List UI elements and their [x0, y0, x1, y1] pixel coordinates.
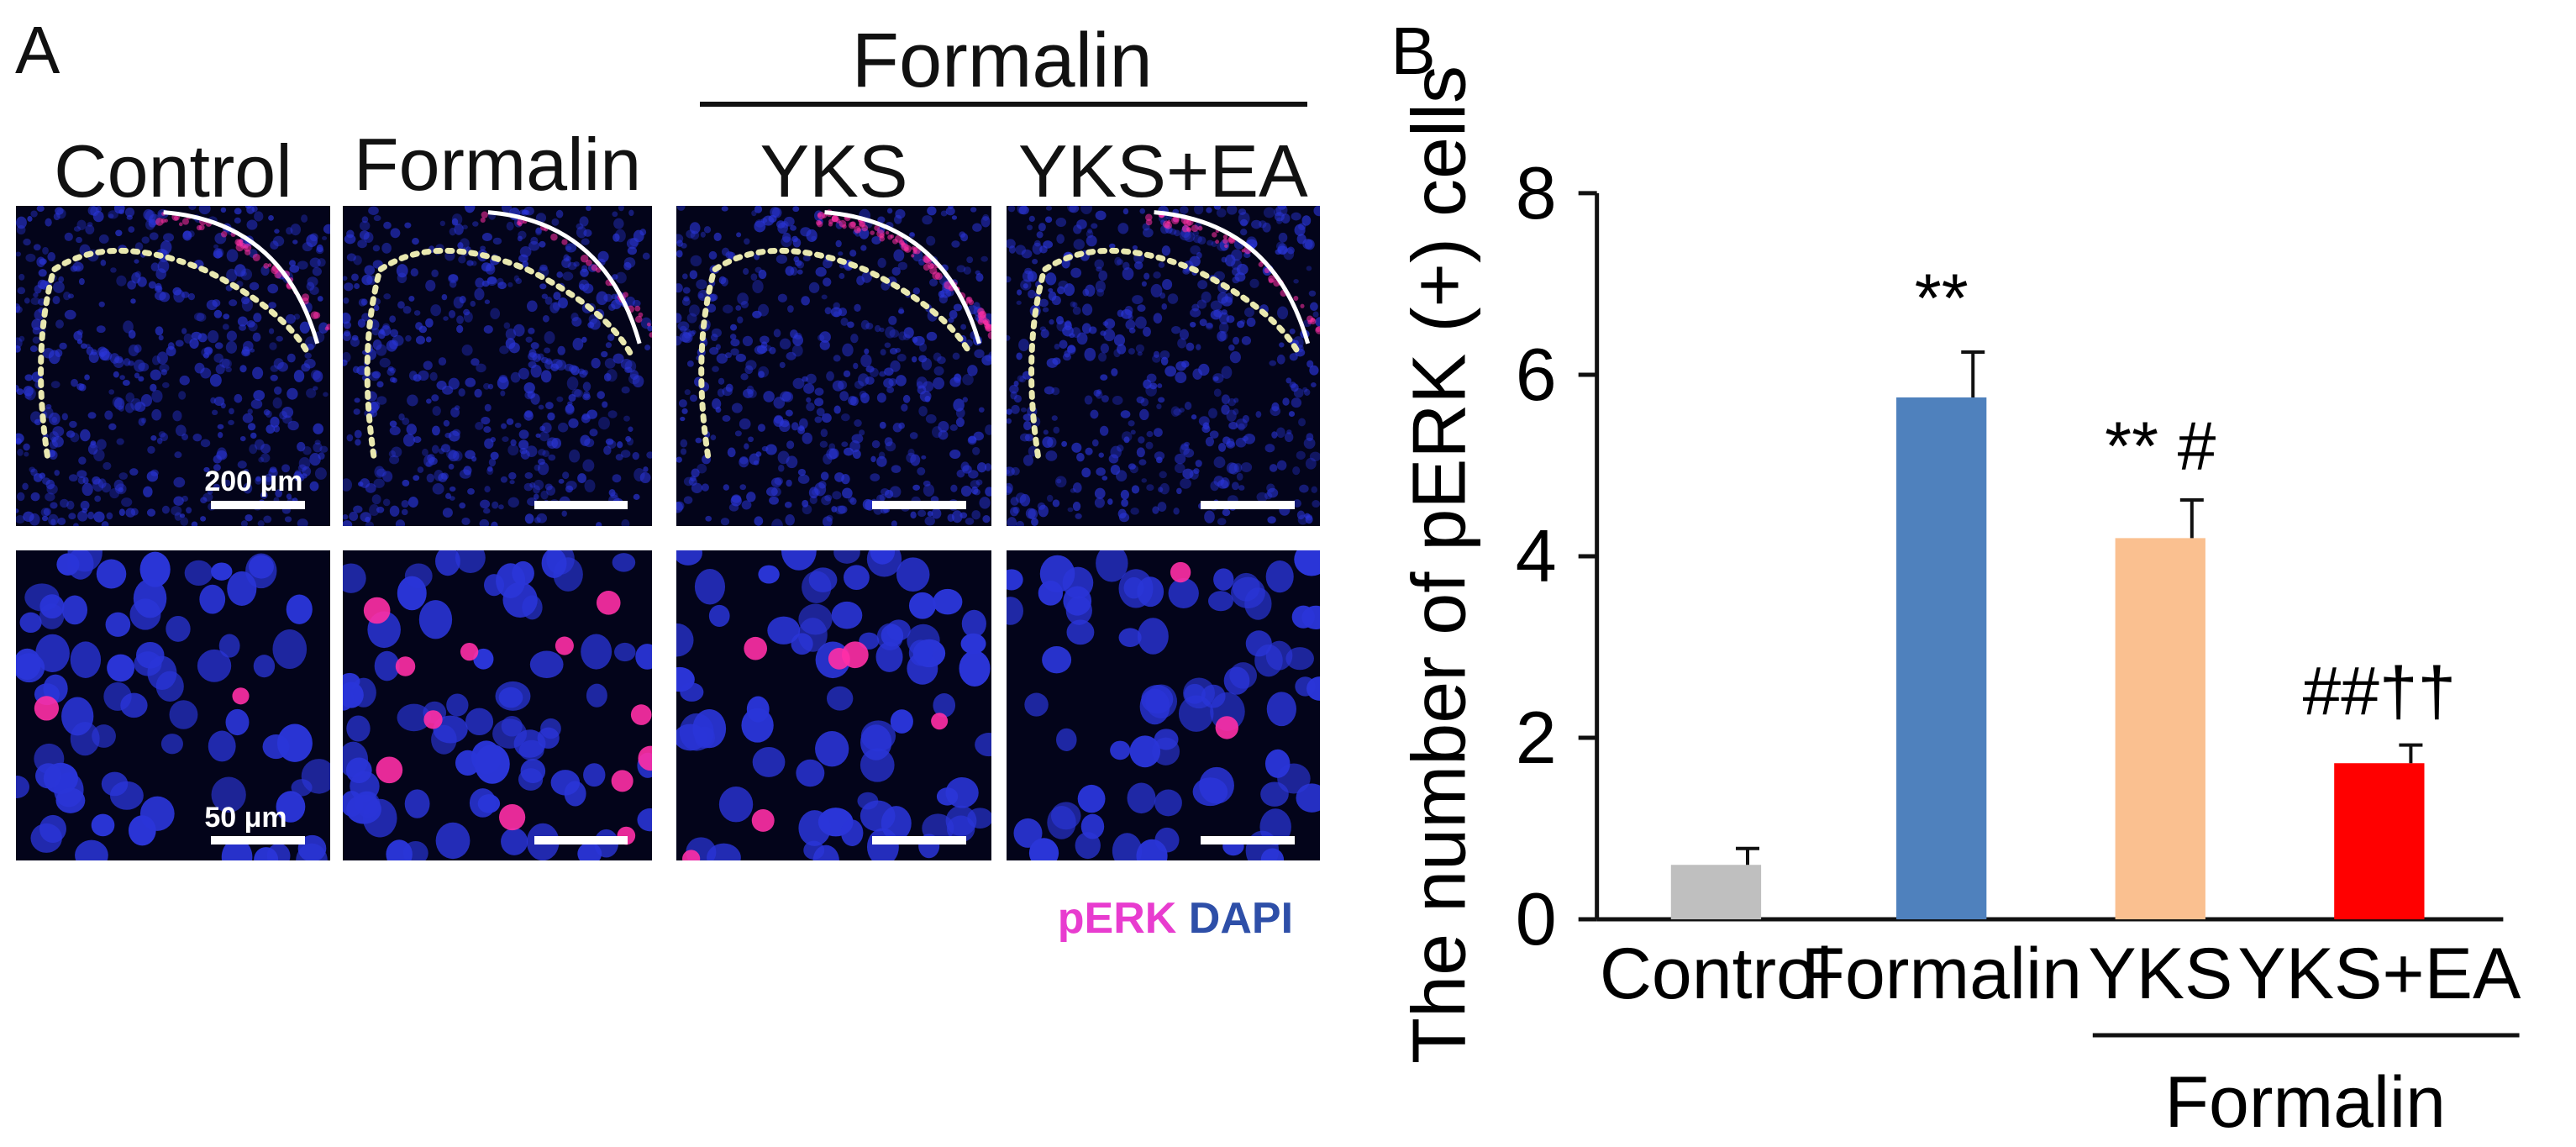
column-label-yks-ea: YKS+EA	[1017, 129, 1308, 213]
dorsal-horn-outline	[163, 210, 320, 345]
y-tick-label: 6	[1516, 333, 1557, 416]
scale-bar	[210, 500, 305, 509]
lamina-boundary-dotted	[1028, 247, 1301, 459]
micrograph-yks-ea-high	[1006, 550, 1321, 861]
bar-yks-ea	[2334, 763, 2425, 920]
bar-control	[1670, 865, 1762, 920]
lamina-boundary-dotted	[38, 247, 312, 459]
scale-bar	[871, 500, 967, 509]
stain-legend: pERK DAPI	[1058, 893, 1293, 944]
scale-bar	[534, 835, 628, 844]
bar-yks	[2115, 538, 2205, 920]
micrograph-formalin-low	[343, 206, 652, 527]
panel-a-group-line	[700, 101, 1307, 107]
x-tick-label: YKS	[2088, 934, 2232, 1014]
significance-label: ** #	[2105, 408, 2216, 485]
x-group-label: Formalin	[2164, 1062, 2446, 1143]
significance-label: ##††	[2303, 654, 2456, 730]
dorsal-horn-outline	[487, 210, 642, 345]
micrograph-yks-high	[676, 550, 992, 861]
y-tick-label: 4	[1516, 514, 1557, 597]
scale-bar-label: 50 μm	[204, 802, 287, 834]
scale-bar	[871, 835, 967, 844]
x-tick-label: Control	[1600, 934, 1832, 1014]
bar-formalin	[1896, 397, 1987, 920]
dorsal-horn-outline	[824, 210, 981, 345]
micrograph-control-low: 200 μm	[16, 206, 330, 527]
significance-label: **	[1915, 260, 1969, 337]
y-tick-label: 2	[1516, 696, 1557, 779]
x-tick-label: YKS+EA	[2237, 934, 2521, 1014]
panel-a-group-label: Formalin	[851, 18, 1153, 103]
column-label-control: Control	[54, 129, 292, 213]
scale-bar-label: 200 μm	[204, 465, 303, 497]
scale-bar	[210, 835, 305, 844]
micrograph-control-high: 50 μm	[16, 550, 330, 861]
lamina-boundary-dotted	[697, 247, 973, 459]
column-label-formalin: Formalin	[353, 123, 642, 206]
panel-a-letter: A	[15, 13, 60, 87]
scale-bar	[534, 500, 628, 509]
micrograph-yks-low	[676, 206, 992, 527]
scale-bar	[1201, 500, 1296, 509]
x-tick-label: Formalin	[1801, 934, 2082, 1014]
y-tick-label: 0	[1516, 877, 1557, 960]
panel-b-letter: B	[1391, 13, 1435, 88]
dorsal-horn-outline	[1153, 210, 1310, 345]
micrograph-formalin-high	[343, 550, 652, 861]
lamina-boundary-dotted	[364, 247, 633, 459]
stain-legend-perk: pERK	[1057, 894, 1177, 944]
column-label-yks: YKS	[760, 129, 908, 213]
y-tick-label: 8	[1516, 151, 1557, 234]
micrograph-yks-ea-low	[1006, 206, 1321, 527]
y-axis-label: The number of pERK (+) cells	[1398, 66, 1482, 1064]
stain-legend-dapi: DAPI	[1176, 894, 1294, 944]
scale-bar	[1201, 835, 1296, 844]
